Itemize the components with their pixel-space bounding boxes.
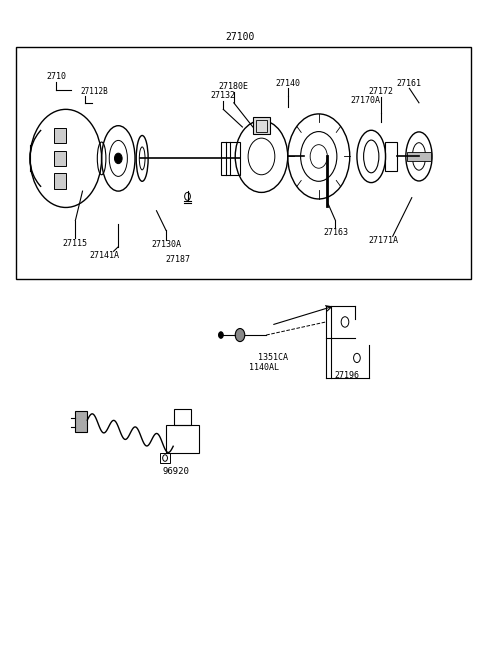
Text: 2710: 2710 — [46, 72, 66, 81]
Bar — [256, 120, 267, 131]
Text: 27163: 27163 — [323, 229, 348, 237]
Text: 27130A: 27130A — [151, 240, 181, 249]
Text: 27141A: 27141A — [89, 251, 119, 260]
Bar — [54, 173, 66, 189]
Bar — [166, 425, 199, 453]
Bar — [54, 150, 66, 166]
Text: 96920: 96920 — [162, 466, 189, 476]
Text: 1351CA: 1351CA — [258, 353, 288, 363]
Text: 27180E: 27180E — [219, 82, 249, 91]
Text: 27140: 27140 — [275, 79, 300, 87]
Text: 27171A: 27171A — [368, 236, 398, 244]
Bar — [75, 411, 87, 432]
Bar — [16, 47, 471, 279]
Circle shape — [235, 328, 245, 342]
Text: 1140AL: 1140AL — [249, 363, 278, 373]
Text: 27161: 27161 — [397, 79, 422, 87]
Text: 27132: 27132 — [211, 91, 236, 100]
Circle shape — [115, 153, 122, 164]
Circle shape — [218, 332, 223, 338]
Text: 27115: 27115 — [63, 239, 88, 248]
Text: 27170A: 27170A — [350, 96, 381, 104]
Bar — [54, 127, 66, 143]
Bar — [384, 142, 396, 171]
Bar — [407, 152, 431, 161]
Text: 27172: 27172 — [368, 87, 393, 96]
Text: 27112B: 27112B — [81, 87, 108, 96]
Bar — [160, 453, 170, 463]
Bar — [221, 142, 240, 175]
Text: 27187: 27187 — [166, 256, 191, 264]
Text: 27196: 27196 — [335, 371, 360, 380]
Bar — [174, 409, 192, 425]
Text: 27100: 27100 — [225, 32, 255, 42]
Bar — [253, 117, 270, 133]
